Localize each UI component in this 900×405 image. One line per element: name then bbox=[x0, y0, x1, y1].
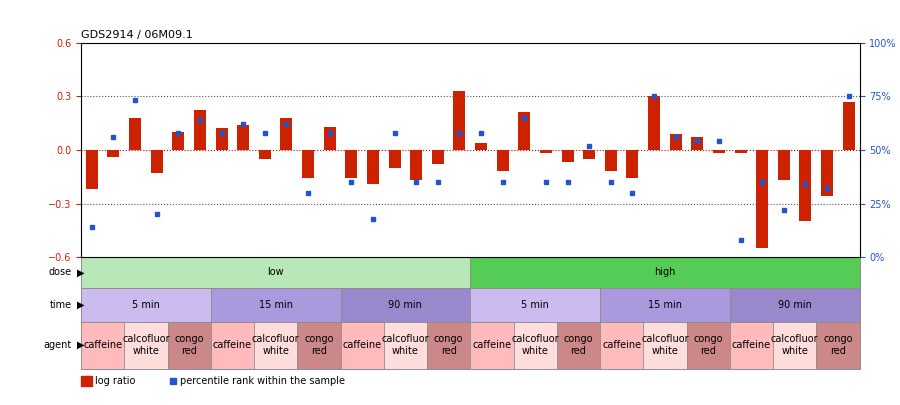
Bar bbox=[297, 322, 340, 369]
Bar bbox=[730, 288, 860, 322]
Text: 90 min: 90 min bbox=[778, 300, 812, 310]
Bar bbox=[778, 150, 790, 180]
Text: caffeine: caffeine bbox=[83, 340, 122, 350]
Text: caffeine: caffeine bbox=[472, 340, 511, 350]
Text: 5 min: 5 min bbox=[521, 300, 549, 310]
Bar bbox=[432, 150, 444, 164]
Bar bbox=[730, 322, 773, 369]
Text: congo
red: congo red bbox=[824, 335, 852, 356]
Bar bbox=[842, 102, 855, 150]
Bar bbox=[427, 322, 470, 369]
Text: caffeine: caffeine bbox=[343, 340, 382, 350]
Bar bbox=[173, 132, 184, 150]
Text: 15 min: 15 min bbox=[258, 300, 292, 310]
Bar bbox=[540, 150, 552, 153]
Text: congo
red: congo red bbox=[304, 335, 334, 356]
Text: congo
red: congo red bbox=[693, 335, 723, 356]
Bar bbox=[324, 127, 336, 150]
Text: ▶: ▶ bbox=[77, 267, 85, 277]
Text: calcofluor
white: calcofluor white bbox=[641, 335, 688, 356]
Bar bbox=[470, 322, 514, 369]
Text: caffeine: caffeine bbox=[212, 340, 252, 350]
Bar bbox=[470, 288, 600, 322]
Text: calcofluor
white: calcofluor white bbox=[770, 335, 818, 356]
Bar bbox=[518, 112, 530, 150]
Bar bbox=[514, 322, 557, 369]
Text: dose: dose bbox=[49, 267, 72, 277]
Text: time: time bbox=[50, 300, 72, 310]
Bar bbox=[129, 117, 141, 150]
Bar bbox=[410, 150, 422, 180]
Bar bbox=[626, 150, 638, 179]
Bar bbox=[648, 96, 660, 150]
Text: caffeine: caffeine bbox=[732, 340, 771, 350]
Text: agent: agent bbox=[43, 340, 72, 350]
Text: ▶: ▶ bbox=[77, 340, 85, 350]
Text: percentile rank within the sample: percentile rank within the sample bbox=[180, 376, 345, 386]
Bar bbox=[86, 150, 98, 189]
Bar bbox=[150, 150, 163, 173]
Bar bbox=[211, 288, 340, 322]
Bar bbox=[557, 322, 600, 369]
Text: calcofluor
white: calcofluor white bbox=[382, 335, 429, 356]
Bar bbox=[281, 117, 292, 150]
Bar bbox=[773, 322, 816, 369]
Text: caffeine: caffeine bbox=[602, 340, 641, 350]
Text: log ratio: log ratio bbox=[95, 376, 135, 386]
Bar bbox=[81, 288, 211, 322]
Bar bbox=[713, 150, 725, 153]
Bar bbox=[821, 150, 833, 196]
Text: calcofluor
white: calcofluor white bbox=[511, 335, 559, 356]
Bar bbox=[81, 322, 124, 369]
Bar bbox=[454, 91, 465, 150]
Text: high: high bbox=[654, 267, 676, 277]
Bar bbox=[600, 322, 644, 369]
Bar bbox=[254, 322, 297, 369]
Bar bbox=[756, 150, 768, 248]
Bar bbox=[211, 322, 254, 369]
Bar bbox=[470, 257, 860, 288]
Bar bbox=[644, 322, 687, 369]
Text: 15 min: 15 min bbox=[648, 300, 682, 310]
Bar bbox=[799, 150, 812, 222]
Bar bbox=[340, 288, 470, 322]
Text: congo
red: congo red bbox=[563, 335, 593, 356]
Bar bbox=[81, 376, 92, 386]
Bar bbox=[670, 134, 681, 150]
Bar bbox=[124, 322, 167, 369]
Bar bbox=[238, 125, 249, 150]
Bar bbox=[497, 150, 508, 171]
Text: congo
red: congo red bbox=[434, 335, 464, 356]
Text: low: low bbox=[267, 267, 284, 277]
Bar bbox=[194, 111, 206, 150]
Text: congo
red: congo red bbox=[175, 335, 204, 356]
Bar bbox=[216, 128, 228, 150]
Text: 5 min: 5 min bbox=[132, 300, 160, 310]
Bar bbox=[383, 322, 427, 369]
Bar bbox=[367, 150, 379, 184]
Text: calcofluor
white: calcofluor white bbox=[252, 335, 300, 356]
Bar bbox=[302, 150, 314, 179]
Bar bbox=[600, 288, 730, 322]
Bar bbox=[816, 322, 860, 369]
Bar bbox=[346, 150, 357, 179]
Bar bbox=[167, 322, 211, 369]
Bar bbox=[340, 322, 383, 369]
Bar bbox=[81, 257, 470, 288]
Text: calcofluor
white: calcofluor white bbox=[122, 335, 170, 356]
Text: GDS2914 / 06M09.1: GDS2914 / 06M09.1 bbox=[81, 30, 193, 40]
Bar bbox=[583, 150, 595, 159]
Bar bbox=[691, 137, 703, 150]
Bar bbox=[107, 150, 120, 157]
Text: ▶: ▶ bbox=[77, 300, 85, 310]
Bar bbox=[259, 150, 271, 159]
Bar bbox=[687, 322, 730, 369]
Bar bbox=[562, 150, 573, 162]
Bar bbox=[605, 150, 617, 171]
Bar bbox=[475, 143, 487, 150]
Bar bbox=[389, 150, 400, 168]
Text: 90 min: 90 min bbox=[389, 300, 422, 310]
Bar bbox=[734, 150, 746, 153]
